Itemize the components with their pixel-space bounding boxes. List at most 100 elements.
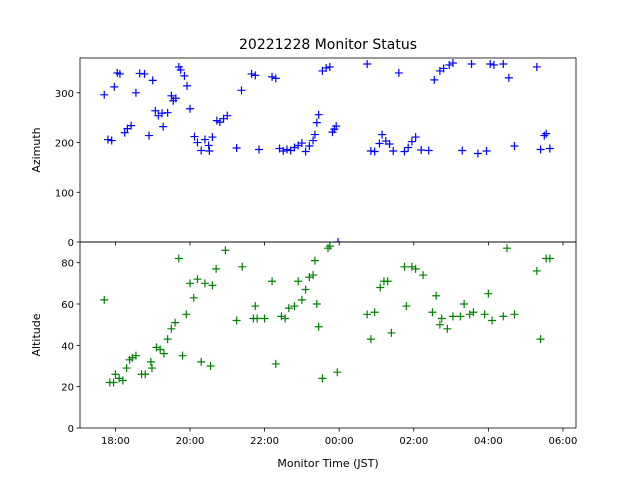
data-point bbox=[400, 147, 409, 156]
data-point bbox=[503, 244, 512, 253]
data-point bbox=[363, 310, 372, 319]
data-point bbox=[411, 264, 420, 273]
y-tick-label: 100 bbox=[55, 188, 74, 199]
data-point bbox=[277, 312, 286, 321]
data-point bbox=[458, 146, 467, 155]
data-point bbox=[394, 68, 403, 77]
y-tick-label: 80 bbox=[61, 259, 74, 270]
data-point bbox=[312, 118, 321, 127]
data-point bbox=[251, 302, 260, 311]
data-point bbox=[310, 256, 319, 265]
data-point bbox=[366, 335, 375, 344]
data-point bbox=[144, 131, 153, 140]
x-tick-label: 22:00 bbox=[250, 436, 279, 447]
data-point bbox=[499, 59, 508, 68]
data-point bbox=[297, 295, 306, 304]
data-point bbox=[251, 71, 260, 80]
data-point bbox=[193, 138, 202, 147]
data-point bbox=[309, 136, 318, 145]
data-point bbox=[122, 364, 131, 373]
data-point bbox=[290, 143, 299, 152]
data-point bbox=[200, 279, 209, 288]
data-point bbox=[103, 135, 112, 144]
data-point bbox=[107, 136, 116, 145]
data-point bbox=[432, 291, 441, 300]
data-point bbox=[176, 65, 185, 74]
data-point bbox=[159, 349, 168, 358]
data-point bbox=[484, 289, 493, 298]
data-point bbox=[189, 293, 198, 302]
data-point bbox=[271, 74, 280, 83]
data-point bbox=[232, 144, 241, 153]
data-point bbox=[324, 244, 332, 253]
x-axis-1: 18:00 20:00 22:00 00:00 02:00 04:00 06:00 bbox=[101, 428, 577, 447]
data-point bbox=[255, 145, 264, 154]
data-point bbox=[363, 59, 372, 68]
data-point bbox=[473, 149, 482, 158]
data-point bbox=[460, 300, 469, 308]
data-point bbox=[445, 60, 454, 69]
data-point bbox=[301, 147, 310, 156]
data-point bbox=[489, 60, 498, 69]
data-point bbox=[419, 271, 428, 280]
data-point bbox=[109, 378, 118, 387]
data-point bbox=[163, 108, 172, 117]
data-point bbox=[204, 141, 213, 150]
data-point bbox=[465, 310, 474, 319]
data-point bbox=[148, 76, 157, 85]
data-point bbox=[510, 142, 519, 151]
data-point bbox=[100, 295, 109, 304]
data-point bbox=[182, 310, 191, 319]
y-tick-label: 0 bbox=[68, 238, 74, 249]
series-markers bbox=[100, 58, 554, 242]
data-point bbox=[325, 62, 334, 71]
x-tick-label: 20:00 bbox=[176, 436, 205, 447]
data-point bbox=[332, 122, 341, 131]
data-point bbox=[407, 137, 416, 146]
data-point bbox=[156, 345, 165, 354]
data-point bbox=[174, 254, 183, 263]
data-point bbox=[322, 63, 331, 72]
data-point bbox=[167, 324, 176, 333]
data-point bbox=[314, 110, 323, 119]
x-tick-label: 00:00 bbox=[325, 436, 354, 447]
data-point bbox=[439, 64, 448, 73]
y-tick-label: 60 bbox=[61, 300, 74, 311]
data-point bbox=[385, 140, 394, 149]
data-point bbox=[171, 318, 180, 327]
data-point bbox=[206, 362, 215, 370]
data-point bbox=[223, 111, 232, 120]
data-point bbox=[208, 133, 217, 142]
data-point bbox=[504, 73, 513, 82]
data-point bbox=[378, 130, 387, 139]
data-point bbox=[294, 277, 303, 286]
data-point bbox=[146, 357, 155, 366]
data-point bbox=[540, 131, 549, 140]
data-point bbox=[128, 353, 137, 362]
data-point bbox=[411, 133, 420, 142]
data-point bbox=[435, 320, 444, 329]
data-point bbox=[486, 59, 495, 68]
data-point bbox=[268, 277, 277, 286]
data-point bbox=[290, 302, 299, 311]
data-point bbox=[131, 88, 140, 97]
data-point bbox=[260, 314, 269, 323]
data-point bbox=[448, 312, 457, 321]
data-point bbox=[456, 312, 465, 321]
data-point bbox=[167, 91, 176, 100]
data-point bbox=[334, 238, 343, 242]
data-point bbox=[163, 335, 172, 344]
chart-title: 20221228 Monitor Status bbox=[239, 37, 417, 53]
data-point bbox=[437, 314, 446, 323]
data-point bbox=[215, 118, 224, 127]
data-point bbox=[417, 146, 426, 154]
data-point bbox=[545, 144, 554, 153]
data-point bbox=[370, 308, 379, 317]
data-point bbox=[178, 351, 187, 360]
data-point bbox=[159, 122, 168, 131]
data-point bbox=[131, 351, 140, 360]
data-point bbox=[542, 129, 551, 138]
data-point bbox=[183, 81, 192, 90]
data-point bbox=[443, 324, 452, 333]
